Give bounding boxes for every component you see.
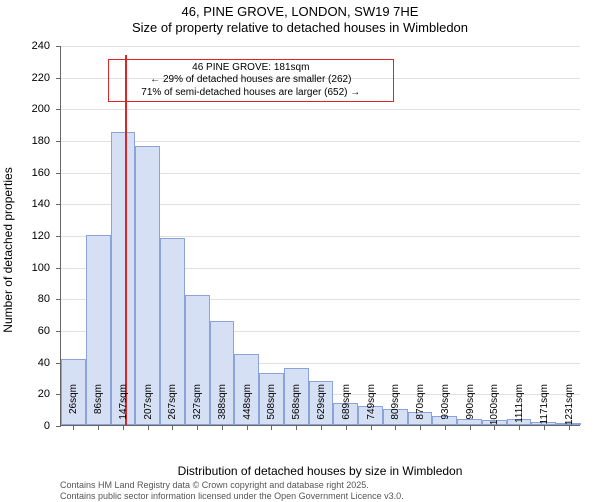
ytick-label: 140 xyxy=(0,198,50,210)
xtick-label: 689sqm xyxy=(341,384,352,434)
ytick-mark xyxy=(56,236,61,237)
xtick-label: 1111sqm xyxy=(514,384,525,434)
plot-area: 46 PINE GROVE: 181sqm← 29% of detached h… xyxy=(60,46,580,426)
ytick-mark xyxy=(56,46,61,47)
annotation-line3: 71% of semi-detached houses are larger (… xyxy=(113,87,389,100)
ytick-label: 160 xyxy=(0,167,50,179)
annotation-box: 46 PINE GROVE: 181sqm← 29% of detached h… xyxy=(108,59,394,103)
xtick-label: 990sqm xyxy=(465,384,476,434)
xtick-label: 930sqm xyxy=(440,384,451,434)
ytick-mark xyxy=(56,204,61,205)
ytick-label: 100 xyxy=(0,262,50,274)
xtick-label: 26sqm xyxy=(68,384,79,434)
ytick-mark xyxy=(56,109,61,110)
xtick-label: 1171sqm xyxy=(539,384,550,434)
ytick-mark xyxy=(56,426,61,427)
xtick-label: 1050sqm xyxy=(489,384,500,434)
y-axis-label: Number of detached properties xyxy=(1,167,15,332)
ytick-mark xyxy=(56,141,61,142)
xtick-label: 1231sqm xyxy=(564,384,575,434)
xtick-label: 448sqm xyxy=(242,384,253,434)
ytick-label: 220 xyxy=(0,72,50,84)
footer-line1: Contains HM Land Registry data © Crown c… xyxy=(60,480,580,491)
chart-container: 46, PINE GROVE, LONDON, SW19 7HE Size of… xyxy=(0,0,600,500)
ytick-label: 180 xyxy=(0,135,50,147)
xtick-label: 327sqm xyxy=(192,384,203,434)
ytick-mark xyxy=(56,331,61,332)
ytick-label: 60 xyxy=(0,325,50,337)
ytick-label: 200 xyxy=(0,103,50,115)
xtick-label: 809sqm xyxy=(390,384,401,434)
histogram-bar xyxy=(111,132,136,425)
xtick-label: 749sqm xyxy=(366,384,377,434)
xtick-label: 86sqm xyxy=(93,384,104,434)
chart-title-line2: Size of property relative to detached ho… xyxy=(0,20,600,35)
xtick-label: 870sqm xyxy=(415,384,426,434)
xtick-label: 388sqm xyxy=(217,384,228,434)
xtick-label: 629sqm xyxy=(316,384,327,434)
chart-title-line1: 46, PINE GROVE, LONDON, SW19 7HE xyxy=(0,4,600,19)
marker-line xyxy=(125,55,127,426)
gridline xyxy=(61,109,580,110)
ytick-mark xyxy=(56,78,61,79)
ytick-label: 40 xyxy=(0,357,50,369)
xtick-label: 267sqm xyxy=(167,384,178,434)
annotation-line2: ← 29% of detached houses are smaller (26… xyxy=(113,74,389,87)
ytick-label: 120 xyxy=(0,230,50,242)
xtick-label: 568sqm xyxy=(291,384,302,434)
footer-attribution: Contains HM Land Registry data © Crown c… xyxy=(60,480,580,502)
ytick-label: 240 xyxy=(0,40,50,52)
xtick-label: 508sqm xyxy=(266,384,277,434)
ytick-label: 20 xyxy=(0,388,50,400)
ytick-mark xyxy=(56,299,61,300)
ytick-label: 80 xyxy=(0,293,50,305)
ytick-label: 0 xyxy=(0,420,50,432)
gridline xyxy=(61,141,580,142)
ytick-mark xyxy=(56,173,61,174)
xtick-label: 207sqm xyxy=(143,384,154,434)
x-axis-label: Distribution of detached houses by size … xyxy=(60,464,580,478)
ytick-mark xyxy=(56,268,61,269)
annotation-line1: 46 PINE GROVE: 181sqm xyxy=(113,62,389,75)
gridline xyxy=(61,46,580,47)
xtick-label: 147sqm xyxy=(118,384,129,434)
footer-line2: Contains public sector information licen… xyxy=(60,491,580,502)
